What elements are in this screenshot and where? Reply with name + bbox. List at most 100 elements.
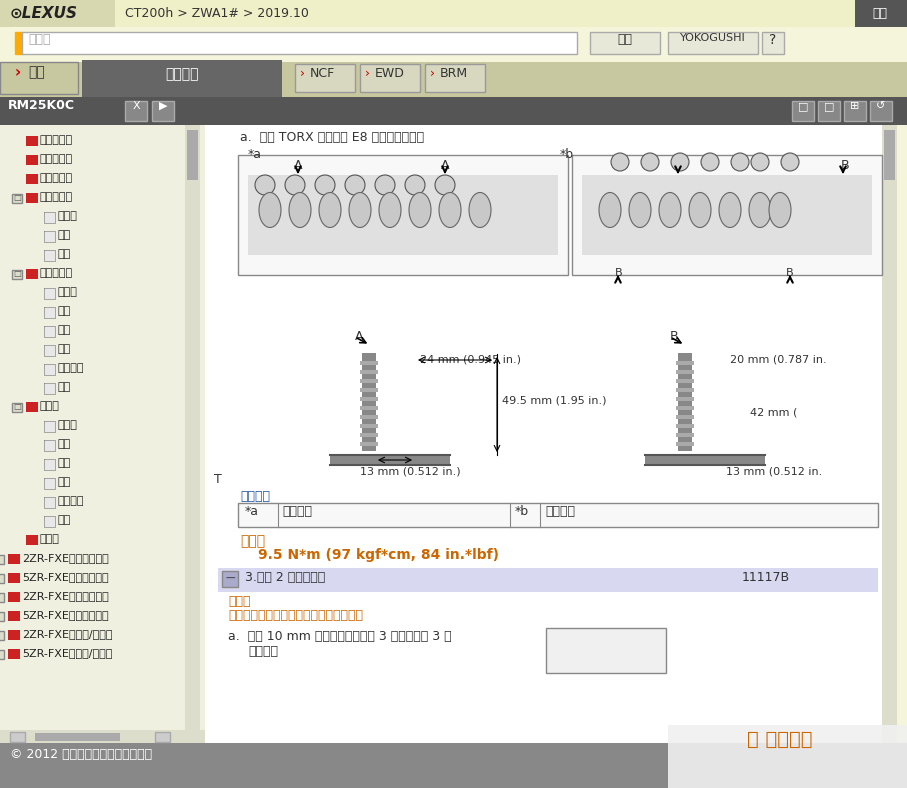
Circle shape: [375, 175, 395, 195]
Text: 气缸盖: 气缸盖: [40, 401, 60, 411]
Text: 2ZR-FXE（排放控制系: 2ZR-FXE（排放控制系: [22, 591, 109, 601]
Bar: [44, 212, 55, 223]
Bar: [44, 307, 55, 318]
Bar: [0, 612, 4, 621]
Bar: [26, 269, 38, 279]
Text: 搜索: 搜索: [618, 33, 632, 46]
Bar: [26, 174, 38, 184]
Bar: [362, 419, 376, 424]
Text: 气缸体: 气缸体: [40, 534, 60, 544]
Text: A: A: [441, 159, 449, 172]
Bar: [44, 478, 55, 489]
Bar: [546, 628, 666, 673]
Text: 20 mm (0.787 in.: 20 mm (0.787 in.: [730, 354, 826, 364]
Bar: [0, 730, 205, 743]
Bar: [678, 419, 692, 424]
Text: 11117B: 11117B: [742, 571, 790, 584]
Ellipse shape: [439, 192, 461, 228]
Text: B: B: [841, 159, 849, 172]
Bar: [676, 415, 694, 419]
Bar: [590, 32, 660, 54]
Bar: [678, 365, 692, 370]
Ellipse shape: [599, 192, 621, 228]
Bar: [0, 593, 4, 602]
Text: 13 mm (0.512 in.): 13 mm (0.512 in.): [360, 466, 461, 476]
Bar: [362, 353, 376, 361]
Bar: [15, 32, 22, 54]
Bar: [572, 155, 882, 275]
Text: A: A: [355, 330, 364, 343]
Bar: [26, 193, 38, 203]
Ellipse shape: [689, 192, 711, 228]
Bar: [362, 410, 376, 415]
Text: 零部件: 零部件: [58, 420, 78, 430]
Text: ⊙LEXUS: ⊙LEXUS: [10, 6, 78, 20]
Bar: [855, 0, 907, 27]
Bar: [676, 442, 694, 446]
Text: 插图文字: 插图文字: [240, 490, 270, 503]
Text: ▶: ▶: [159, 101, 167, 111]
Bar: [676, 379, 694, 383]
Bar: [362, 401, 376, 406]
Text: CT200h > ZWA1# > 2019.10: CT200h > ZWA1# > 2019.10: [125, 7, 309, 20]
Bar: [35, 733, 120, 741]
Ellipse shape: [659, 192, 681, 228]
Text: 零部件: 零部件: [58, 211, 78, 221]
Text: □: □: [13, 269, 21, 278]
Bar: [44, 383, 55, 394]
Bar: [44, 459, 55, 470]
Bar: [678, 437, 692, 442]
Bar: [360, 415, 378, 419]
Bar: [26, 535, 38, 545]
Text: ⊞: ⊞: [850, 101, 860, 111]
Circle shape: [611, 153, 629, 171]
Bar: [0, 97, 907, 125]
Bar: [0, 27, 907, 62]
Text: 维修: 维修: [58, 515, 72, 525]
Text: 发动机总成: 发动机总成: [40, 192, 73, 202]
Ellipse shape: [289, 192, 311, 228]
Bar: [8, 573, 20, 583]
Bar: [44, 440, 55, 451]
Ellipse shape: [319, 192, 341, 228]
Text: 曲轴前油封: 曲轴前油封: [40, 154, 73, 164]
Bar: [12, 403, 22, 412]
Text: 如果直螺纹塞漏水或腐蚀，则将其更换。: 如果直螺纹塞漏水或腐蚀，则将其更换。: [228, 609, 363, 622]
Bar: [678, 410, 692, 415]
Bar: [676, 370, 694, 374]
Bar: [44, 326, 55, 337]
Bar: [10, 732, 25, 742]
Text: 拆卸: 拆卸: [58, 306, 72, 316]
Bar: [360, 424, 378, 428]
Bar: [360, 433, 378, 437]
Text: 公 汽修帮手: 公 汽修帮手: [747, 730, 813, 749]
Bar: [678, 401, 692, 406]
Bar: [360, 397, 378, 401]
Text: 9.5 N*m (97 kgf*cm, 84 in.*lbf): 9.5 N*m (97 kgf*cm, 84 in.*lbf): [258, 548, 499, 562]
Bar: [44, 497, 55, 508]
Bar: [678, 383, 692, 388]
Bar: [0, 555, 4, 564]
Bar: [676, 424, 694, 428]
Text: 发动机单元: 发动机单元: [40, 268, 73, 278]
Bar: [360, 64, 420, 92]
Bar: [44, 345, 55, 356]
Text: □: □: [824, 101, 834, 111]
Text: 2ZR-FXE（燃油系统）: 2ZR-FXE（燃油系统）: [22, 553, 109, 563]
Bar: [125, 101, 147, 121]
Bar: [0, 62, 78, 94]
Bar: [205, 125, 890, 743]
Ellipse shape: [379, 192, 401, 228]
Text: 零部件: 零部件: [58, 287, 78, 297]
Text: A: A: [294, 159, 302, 172]
Text: *a: *a: [248, 148, 262, 161]
Text: 拆卸: 拆卸: [58, 230, 72, 240]
Bar: [22, 32, 577, 54]
Bar: [676, 433, 694, 437]
Text: 修理手册: 修理手册: [165, 67, 199, 81]
Bar: [678, 428, 692, 433]
Bar: [425, 64, 485, 92]
Bar: [0, 125, 205, 743]
Ellipse shape: [259, 192, 281, 228]
Bar: [8, 649, 20, 659]
